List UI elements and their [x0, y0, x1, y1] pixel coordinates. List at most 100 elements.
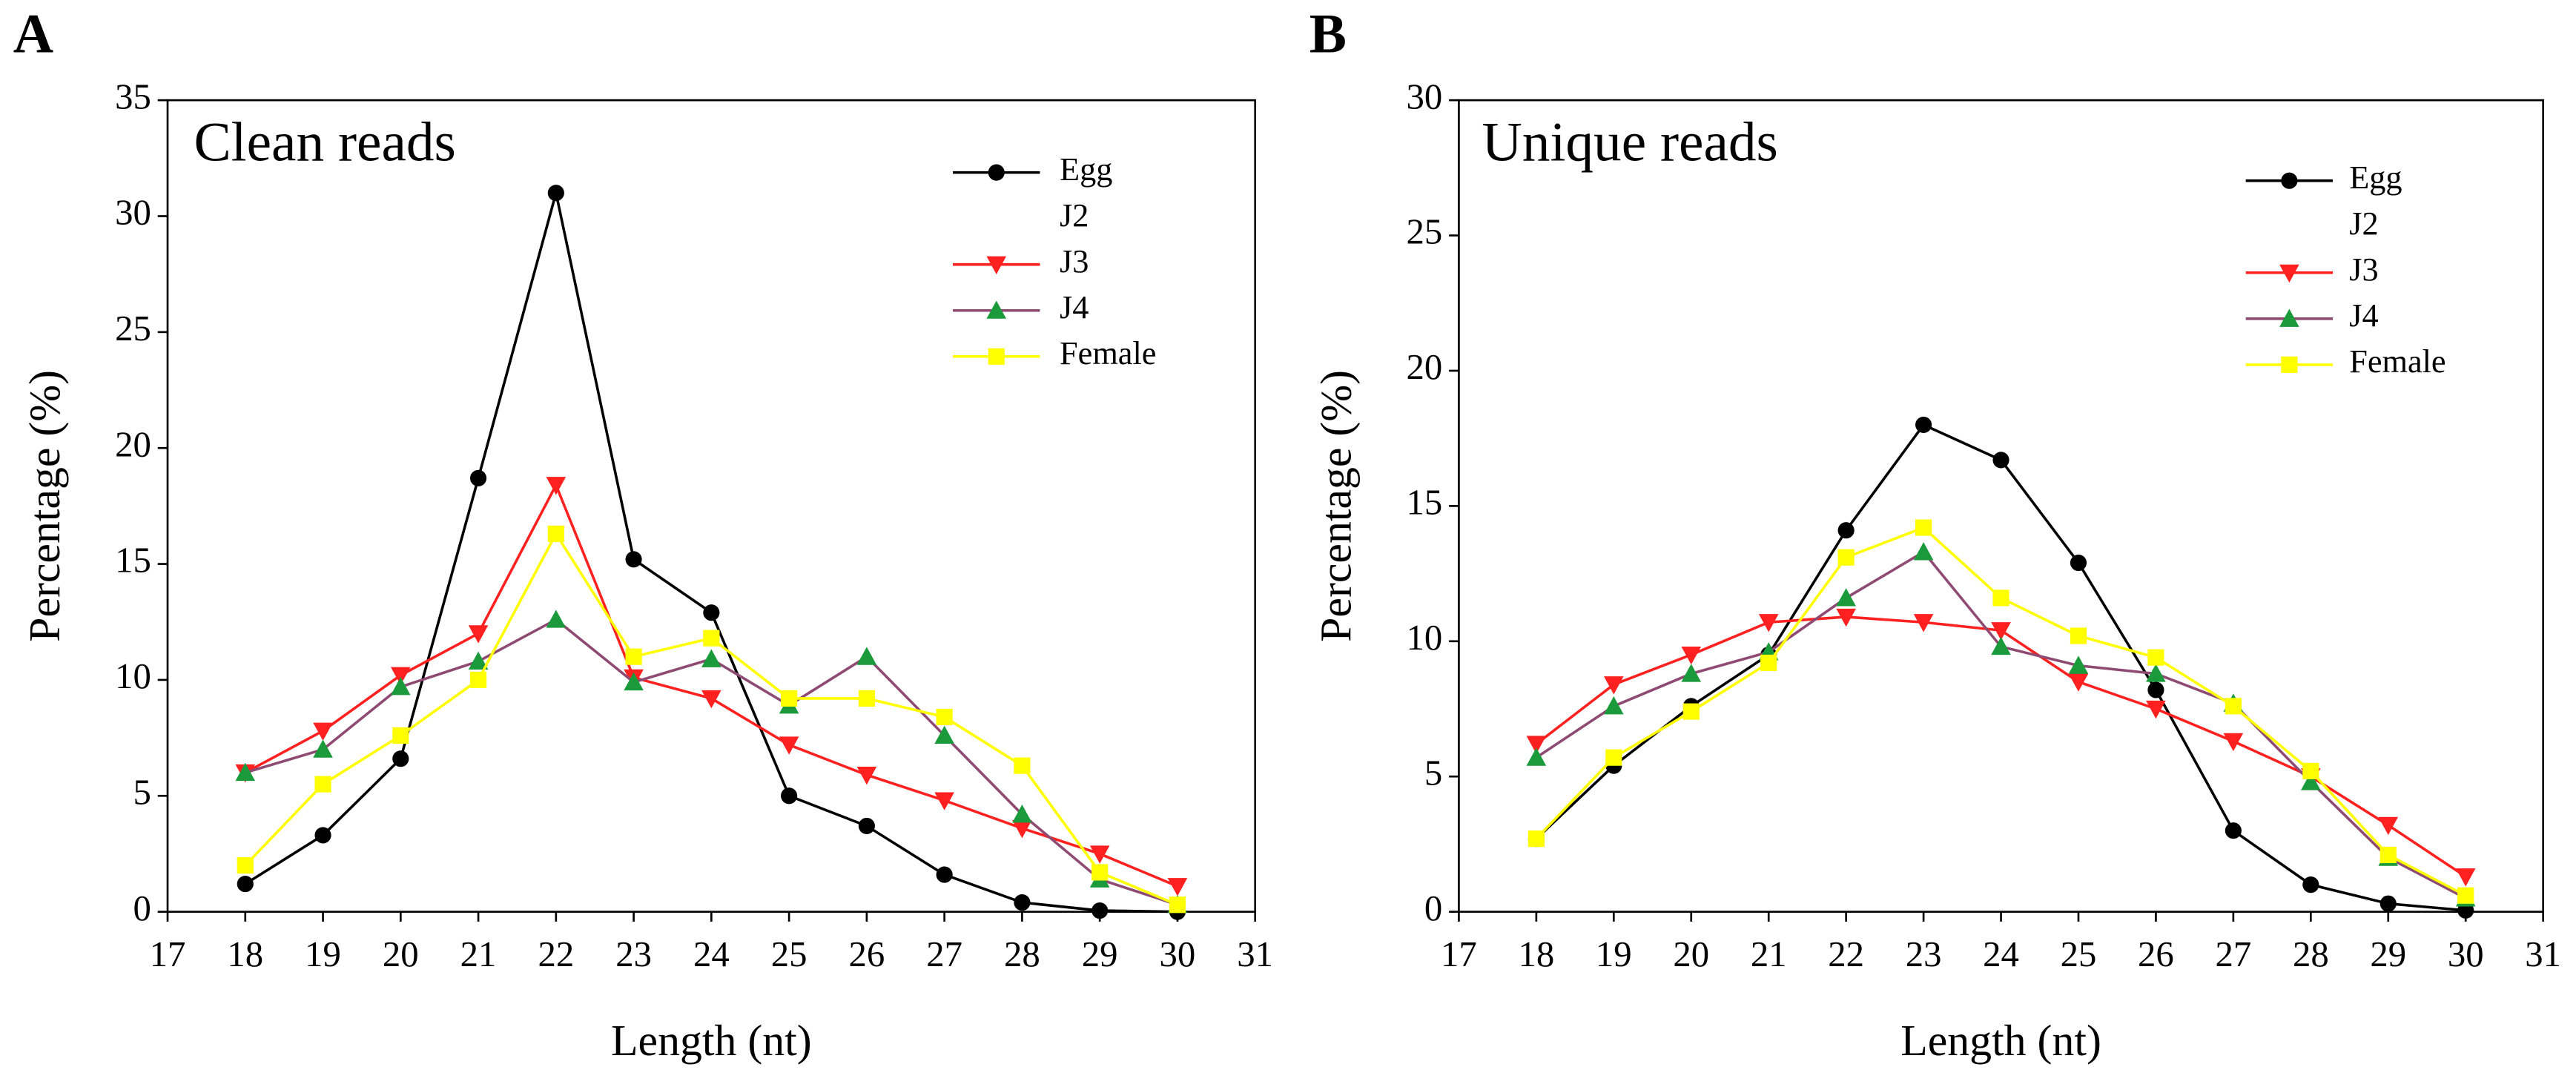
chart-title: Clean reads [194, 112, 455, 174]
marker [934, 725, 954, 744]
marker [2147, 649, 2164, 666]
marker [2301, 772, 2321, 790]
marker [856, 767, 877, 785]
marker [624, 672, 644, 691]
marker [1915, 519, 1932, 536]
marker [1169, 896, 1186, 914]
marker [779, 736, 799, 755]
y-tick-label: 20 [115, 424, 151, 464]
y-tick-label: 25 [115, 308, 151, 349]
x-tick-label: 23 [1906, 934, 1942, 974]
marker [2378, 816, 2399, 836]
marker [469, 671, 487, 688]
marker [1526, 736, 1547, 754]
marker [1915, 416, 1932, 434]
marker [2279, 308, 2299, 327]
series-line [1535, 423, 2466, 912]
y-tick-label: 25 [1407, 212, 1443, 252]
chart-panel: A 0 5 10 15 20 25 30 35 17 18 19 20 21 22 23 24 25 26 27 28 2… [13, 3, 1273, 1064]
y-axis-label: Percentage (%) [1312, 370, 1361, 642]
marker [936, 866, 953, 883]
x-tick-label: 27 [926, 934, 962, 974]
series-line [1535, 615, 2467, 878]
marker [1682, 703, 1700, 720]
marker [313, 722, 333, 741]
marker [781, 787, 798, 805]
x-tick-label: 26 [2138, 934, 2174, 974]
marker [986, 300, 1007, 319]
marker [2457, 887, 2474, 904]
x-tick-label: 19 [1596, 934, 1632, 974]
marker [1837, 549, 1855, 566]
y-tick-label: 10 [115, 656, 151, 696]
y-tick-label: 5 [1424, 753, 1442, 793]
marker [468, 651, 489, 670]
marker [988, 348, 1005, 365]
marker [1681, 664, 1702, 682]
marker [546, 477, 567, 495]
marker [392, 727, 409, 744]
x-tick-label: 24 [693, 934, 730, 974]
marker [1014, 894, 1031, 911]
marker [1681, 646, 1702, 665]
marker [313, 739, 333, 758]
legend-label: J3 [1060, 243, 1089, 280]
x-tick-label: 28 [2293, 934, 2329, 974]
legend-label: Egg [1060, 151, 1112, 188]
marker [936, 708, 953, 726]
marker [237, 876, 254, 893]
x-tick-label: 29 [2370, 934, 2406, 974]
legend-label: J4 [2349, 297, 2378, 334]
marker [547, 525, 564, 542]
legend-label: J2 [2349, 205, 2378, 242]
marker [1992, 589, 2009, 607]
marker [625, 551, 642, 568]
chart-panel: B 0 5 10 15 20 25 30 17 18 19 20 21 22 23 24 25 26 27 28 29 3… [1310, 3, 2561, 1064]
marker [392, 750, 409, 767]
marker [703, 630, 720, 647]
x-tick-label: 31 [2525, 934, 2561, 974]
marker [391, 676, 411, 696]
marker [1014, 757, 1031, 774]
marker [1528, 830, 1545, 848]
x-tick-label: 21 [460, 934, 497, 974]
x-tick-label: 27 [2216, 934, 2252, 974]
x-tick-label: 18 [1518, 934, 1554, 974]
marker [391, 667, 411, 685]
marker [2223, 733, 2244, 752]
marker [2070, 627, 2087, 644]
marker [625, 648, 642, 665]
y-tick-label: 35 [115, 76, 151, 116]
marker [2068, 673, 2089, 692]
marker [1012, 804, 1032, 823]
marker [1992, 452, 2009, 469]
marker [2146, 664, 2166, 682]
series-line [244, 531, 1178, 906]
legend-label: Female [2349, 343, 2445, 380]
series-line [244, 192, 1178, 914]
marker [546, 610, 567, 628]
marker [2281, 356, 2298, 373]
marker [1092, 864, 1109, 881]
x-tick-label: 17 [1441, 934, 1477, 974]
marker [934, 792, 954, 810]
x-tick-label: 28 [1004, 934, 1040, 974]
y-tick-label: 30 [1407, 76, 1443, 116]
marker [2147, 681, 2164, 698]
marker [1913, 542, 1934, 561]
marker [1836, 588, 1856, 607]
x-tick-label: 29 [1082, 934, 1118, 974]
marker [781, 690, 798, 707]
marker [858, 817, 875, 834]
marker [1089, 845, 1110, 864]
legend-label: J2 [1060, 197, 1089, 234]
marker [547, 185, 564, 202]
marker [2279, 264, 2299, 283]
marker [1605, 749, 1622, 766]
y-tick-label: 0 [133, 888, 151, 928]
marker [1167, 878, 1188, 896]
x-tick-label: 17 [150, 934, 186, 974]
x-tick-label: 21 [1751, 934, 1787, 974]
y-tick-label: 10 [1407, 618, 1443, 658]
chart-title: Unique reads [1482, 112, 1777, 174]
